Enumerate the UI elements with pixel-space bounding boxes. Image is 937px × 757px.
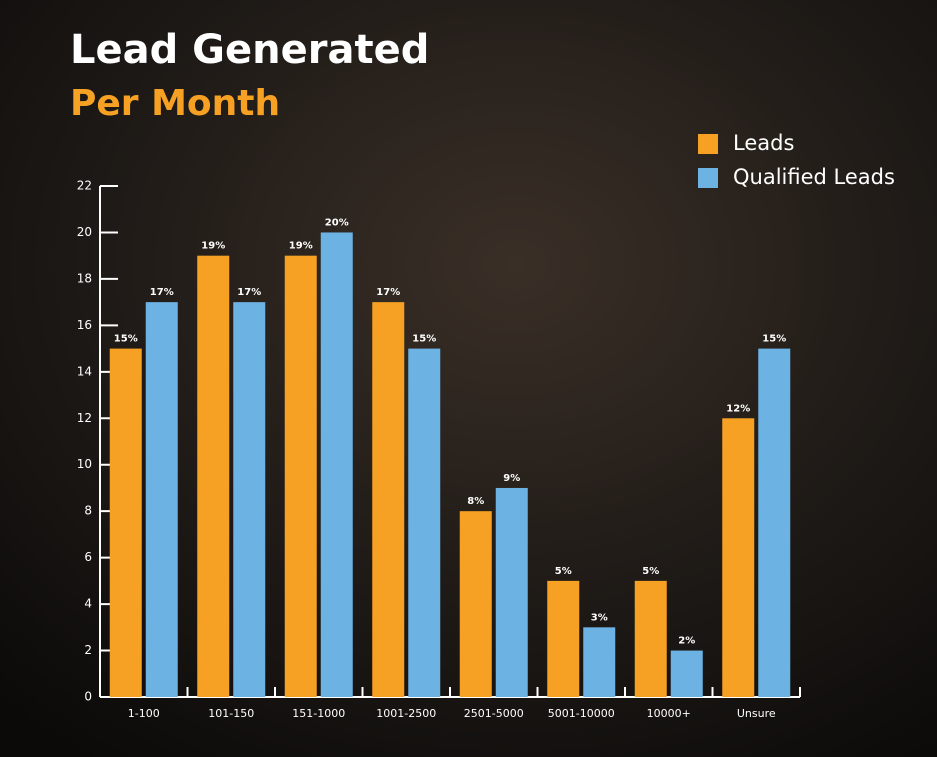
value-label: 20% — [325, 217, 349, 228]
value-label: 17% — [376, 287, 400, 298]
legend-swatch — [698, 134, 718, 154]
bar — [408, 348, 441, 697]
bar — [547, 580, 580, 697]
bar — [722, 418, 755, 697]
value-label: 9% — [503, 473, 520, 484]
bar — [197, 255, 230, 697]
value-label: 8% — [467, 496, 484, 507]
x-tick-label: 151-1000 — [292, 707, 345, 720]
x-tick-label: 101-150 — [208, 707, 254, 720]
value-label: 3% — [591, 612, 608, 623]
value-label: 19% — [201, 241, 225, 252]
bar — [109, 348, 142, 697]
y-tick-label: 10 — [77, 457, 92, 471]
y-tick-label: 18 — [77, 271, 92, 285]
legend-label: Leads — [733, 131, 794, 155]
y-tick-label: 20 — [77, 225, 92, 239]
value-label: 5% — [642, 566, 659, 577]
bar — [670, 650, 703, 697]
value-label: 15% — [762, 334, 786, 345]
chart-title: Lead Generated — [70, 27, 429, 73]
bar — [145, 302, 178, 697]
value-label: 5% — [555, 566, 572, 577]
x-tick-label: 1001-2500 — [376, 707, 436, 720]
y-tick-label: 6 — [84, 550, 92, 564]
y-tick-label: 16 — [77, 318, 92, 332]
y-tick-label: 14 — [77, 364, 92, 378]
value-label: 15% — [114, 334, 138, 345]
value-label: 12% — [726, 403, 750, 414]
value-label: 15% — [412, 334, 436, 345]
legend-label: Qualified Leads — [733, 165, 895, 189]
x-tick-label: 10000+ — [647, 707, 691, 720]
bar — [320, 232, 353, 698]
y-tick-label: 12 — [77, 411, 92, 425]
x-tick-label: 1-100 — [128, 707, 160, 720]
y-tick-label: 22 — [77, 179, 92, 193]
bar — [233, 302, 266, 697]
value-label: 17% — [150, 287, 174, 298]
bar — [583, 627, 616, 697]
bar — [758, 348, 791, 697]
y-tick-label: 0 — [84, 690, 92, 704]
bar — [495, 487, 528, 697]
bar — [634, 580, 667, 697]
value-label: 2% — [678, 636, 695, 647]
bar — [459, 511, 492, 697]
y-tick-label: 4 — [84, 597, 92, 611]
x-tick-label: 2501-5000 — [464, 707, 524, 720]
bar — [372, 302, 405, 697]
y-tick-label: 8 — [84, 504, 92, 518]
chart-subtitle: Per Month — [70, 83, 280, 124]
bar — [284, 255, 317, 697]
legend-swatch — [698, 168, 718, 188]
value-label: 19% — [289, 241, 313, 252]
value-label: 17% — [237, 287, 261, 298]
y-tick-label: 2 — [84, 643, 92, 657]
x-tick-label: 5001-10000 — [548, 707, 615, 720]
x-tick-label: Unsure — [737, 707, 776, 720]
